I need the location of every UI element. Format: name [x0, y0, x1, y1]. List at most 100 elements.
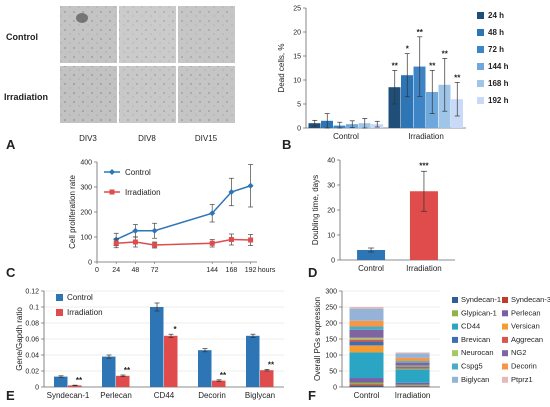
legend-swatch	[452, 323, 458, 330]
y-tick-label: 10	[293, 78, 301, 85]
legend-swatch	[452, 376, 458, 383]
x-category-label: Control	[333, 132, 359, 141]
y-tick-label: 200	[325, 321, 337, 328]
chart-e-gene-ratio: 0 0.02 0.04 0.06 0.08 0.1 0.12 Gene/Gapdh ratio…	[15, 289, 284, 400]
x-category-label: Irradiation	[406, 264, 442, 273]
x-category-label: Biglycan	[245, 391, 275, 400]
y-tick-label: 0	[297, 126, 301, 133]
legend-swatch	[477, 63, 484, 70]
y-tick-label: 400	[80, 160, 92, 167]
micrograph-col-label-div15: DIV15	[195, 134, 218, 143]
legend-marker	[109, 169, 115, 175]
panel-letter-b: B	[282, 137, 291, 152]
y-tick-label: 0.04	[25, 353, 39, 360]
y-tick-label: 25	[293, 6, 301, 13]
series-line	[116, 238, 251, 246]
legend-label: Cspg5	[461, 362, 483, 371]
stack-segment	[395, 353, 430, 358]
stack-segment	[395, 361, 430, 363]
stack-segment	[395, 369, 430, 383]
micrograph-col-label-div3: DIV3	[79, 134, 97, 143]
stack-segment	[349, 337, 384, 340]
x-category-label: Control	[354, 391, 380, 400]
data-point	[228, 189, 235, 195]
stack-segment	[349, 307, 384, 309]
x-tick-label: 72	[151, 267, 159, 274]
y-tick-label: 0.1	[29, 305, 39, 312]
significance-label: **	[124, 366, 131, 375]
y-axis-title: Overall PGs expression	[313, 297, 322, 381]
significance-label: **	[417, 28, 424, 37]
significance-label: *	[406, 45, 410, 54]
x-tick-label: 0	[95, 267, 99, 274]
y-axis-title: Dead cells, %	[277, 44, 286, 93]
stack-segment	[349, 382, 384, 385]
stack-segment	[349, 329, 384, 338]
legend-label: 48 h	[488, 28, 504, 37]
panel-letter-a: A	[6, 137, 16, 152]
y-tick-label: 250	[325, 305, 337, 312]
bar	[212, 380, 226, 387]
x-category-label: Syndecan-1	[47, 391, 90, 400]
legend-swatch	[477, 29, 484, 36]
chart-d-doubling-time: 0 10 20 30 40 Doubling time, days Control *** Ir…	[311, 158, 455, 273]
panel-letter-c: C	[6, 265, 16, 280]
bar	[150, 307, 164, 387]
significance-label: **	[76, 376, 83, 385]
legend-swatch	[452, 310, 458, 317]
stack-segment	[349, 384, 384, 386]
bar	[68, 385, 82, 387]
x-category-label: Control	[358, 264, 384, 273]
y-axis-title: Doubling time, days	[311, 175, 320, 245]
y-tick-label: 0.12	[25, 289, 39, 296]
stack-segment	[349, 352, 384, 379]
y-axis-title: Cell proliferation rate	[68, 175, 77, 249]
y-axis-title: Gene/Gapdh ratio	[15, 307, 24, 371]
bar	[260, 370, 274, 387]
stack-segment	[395, 352, 430, 354]
legend-label: 24 h	[488, 11, 504, 20]
data-point	[248, 237, 254, 243]
panel-letter-e: E	[6, 388, 15, 403]
stack-segment	[395, 362, 430, 366]
bar	[246, 335, 260, 387]
bar	[401, 75, 413, 128]
x-tick-label: 24	[112, 267, 120, 274]
bar	[164, 335, 178, 387]
legend-label: Biglycan	[461, 375, 489, 384]
chart-c-proliferation: 0 100 200 300 400 Cell proliferation rate 0 24 4…	[68, 160, 276, 275]
stack-segment	[395, 357, 430, 362]
significance-label: *	[173, 325, 177, 334]
y-tick-label: 0	[88, 260, 92, 267]
legend-label: Glypican-1	[461, 308, 497, 317]
data-point	[132, 239, 138, 245]
stack-segment	[349, 341, 384, 346]
y-tick-label: 40	[327, 158, 335, 165]
data-point	[132, 227, 139, 234]
legend-label: Ptprz1	[511, 375, 533, 384]
legend-marker	[109, 189, 115, 195]
y-tick-label: 20	[327, 208, 335, 215]
stack-segment	[349, 308, 384, 321]
y-tick-label: 30	[327, 183, 335, 190]
legend-label: Aggrecan	[511, 335, 543, 344]
legend-label: 72 h	[488, 45, 504, 54]
y-tick-label: 15	[293, 54, 301, 61]
x-category-label: CD44	[154, 391, 175, 400]
bar	[198, 350, 212, 387]
panel-a-micrographs: Control Irradiation DIV3 DIV8 DIV15	[4, 6, 235, 143]
legend-label: NG2	[511, 348, 526, 357]
legend-label: 192 h	[488, 96, 509, 105]
legend-label: Irradiation	[67, 308, 103, 317]
x-category-label: Irradiation	[395, 391, 431, 400]
legend-label: Syndecan-1	[461, 295, 501, 304]
legend-swatch	[477, 12, 484, 19]
legend-swatch	[452, 363, 458, 370]
panel-letter-d: D	[308, 265, 317, 280]
panel-letter-f: F	[308, 388, 316, 403]
stack-segment	[395, 386, 430, 387]
stack-segment	[395, 368, 430, 370]
y-tick-label: 5	[297, 102, 301, 109]
